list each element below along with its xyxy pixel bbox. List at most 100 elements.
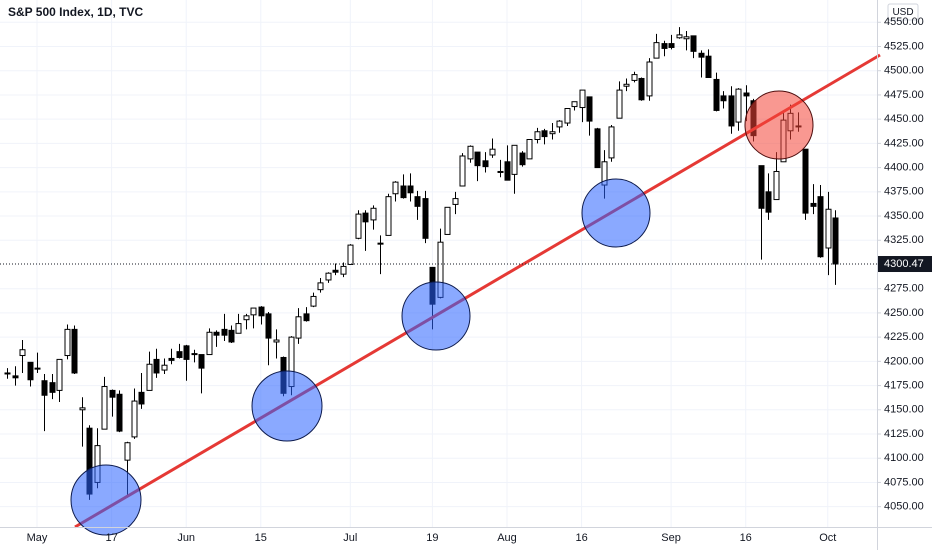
y-tick-label: 4125.00 xyxy=(884,428,924,440)
y-tick-label: 4050.00 xyxy=(884,501,924,513)
candle-body xyxy=(258,306,265,317)
candle-body xyxy=(392,181,399,195)
y-tick-label: 4200.00 xyxy=(884,355,924,367)
y-tick-label: 4525.00 xyxy=(884,40,924,52)
candle-body xyxy=(534,131,541,140)
candle-body xyxy=(690,35,697,52)
candle-body xyxy=(467,145,474,160)
candle-body xyxy=(720,95,727,102)
candle-body xyxy=(138,391,145,405)
candle-body xyxy=(459,155,466,187)
candle-body xyxy=(124,442,131,461)
candle-body xyxy=(526,139,533,160)
candle-body xyxy=(101,386,108,430)
candle-body xyxy=(295,316,302,339)
candle-body xyxy=(817,196,824,258)
last-price-label: 4300.47 xyxy=(884,258,924,270)
highlight-circle xyxy=(401,281,471,351)
candle-body xyxy=(303,313,310,322)
candle-body xyxy=(250,307,257,316)
candle-body xyxy=(653,42,660,59)
candle-body xyxy=(743,92,750,97)
x-tick-label: 19 xyxy=(426,532,438,544)
last-price-tag xyxy=(878,256,932,273)
candle-body xyxy=(27,361,34,381)
candle-body xyxy=(109,389,116,398)
candle-body xyxy=(825,208,832,249)
y-tick-label: 4475.00 xyxy=(884,89,924,101)
y-tick-label: 4325.00 xyxy=(884,234,924,246)
x-tick-label: Jun xyxy=(177,532,195,544)
candle-body xyxy=(422,198,429,239)
candle-body xyxy=(79,407,86,411)
candle-body xyxy=(758,165,765,209)
highlight-circle xyxy=(581,178,651,248)
candle-body xyxy=(504,161,511,181)
y-tick-label: 4075.00 xyxy=(884,476,924,488)
candle-body xyxy=(400,185,407,199)
candle-body xyxy=(183,345,190,360)
candle-body xyxy=(586,96,593,122)
candle-body xyxy=(832,217,839,265)
candle-body xyxy=(377,242,384,245)
candle-body xyxy=(41,380,48,396)
y-tick-label: 4225.00 xyxy=(884,331,924,343)
candle-body xyxy=(64,328,71,357)
candle-body xyxy=(698,52,705,58)
candle-body xyxy=(265,313,272,339)
candle-body xyxy=(661,43,668,49)
candle-body xyxy=(325,272,332,281)
candle-body xyxy=(49,382,56,393)
candle-body xyxy=(519,152,526,166)
candle-body xyxy=(362,212,369,223)
x-tick-label: 16 xyxy=(575,532,587,544)
y-tick-label: 4500.00 xyxy=(884,65,924,77)
candle-body xyxy=(676,34,683,39)
candle-body xyxy=(340,265,347,275)
candle-body xyxy=(608,126,615,159)
candle-body xyxy=(489,148,496,156)
candle-body xyxy=(56,358,63,391)
y-tick-label: 4100.00 xyxy=(884,452,924,464)
candle-body xyxy=(482,160,489,168)
y-tick-label: 4150.00 xyxy=(884,404,924,416)
x-tick-label: Sep xyxy=(661,532,681,544)
candle-body xyxy=(221,328,228,336)
x-tick-label: 16 xyxy=(740,532,752,544)
candle-body xyxy=(541,130,548,138)
candle-body xyxy=(594,128,601,169)
drawings xyxy=(70,53,881,536)
x-tick-label: Oct xyxy=(819,532,836,544)
highlight-circle xyxy=(251,370,323,442)
currency-box xyxy=(887,3,919,21)
candle-body xyxy=(153,358,160,374)
candle-body xyxy=(370,207,377,221)
candle-body xyxy=(228,329,235,343)
currency-label: USD xyxy=(892,7,913,18)
candle-body xyxy=(168,357,175,361)
candle-body xyxy=(414,196,421,207)
candle-body xyxy=(198,354,205,369)
candle-body xyxy=(206,331,213,356)
candle-body xyxy=(802,148,809,214)
candle-body xyxy=(19,349,26,357)
candle-body xyxy=(773,170,780,201)
candle-body xyxy=(705,55,712,78)
x-tick-label: Aug xyxy=(497,532,517,544)
candle-body xyxy=(407,185,414,194)
candle-body xyxy=(332,269,339,273)
candle-body xyxy=(146,363,153,391)
candle-body xyxy=(810,202,817,207)
candle-body xyxy=(638,77,645,101)
candle-body xyxy=(579,89,586,109)
candle-body xyxy=(444,206,451,235)
y-tick-label: 4350.00 xyxy=(884,210,924,222)
chart-title: S&P 500 Index, 1D, TVC xyxy=(8,5,143,19)
candle-body xyxy=(71,328,78,374)
candle-body xyxy=(474,151,481,167)
candle-body xyxy=(176,351,183,358)
